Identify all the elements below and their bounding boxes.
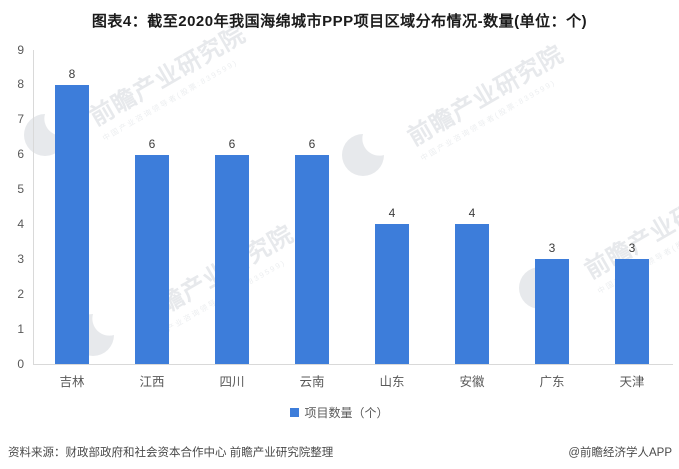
legend: 项目数量（个） xyxy=(0,404,679,421)
y-tick-label: 8 xyxy=(17,77,24,92)
y-tick-label: 0 xyxy=(17,356,24,371)
footer: 资料来源：财政部政府和社会资本合作中心 前瞻产业研究院整理 @前瞻经济学人APP xyxy=(0,441,679,461)
bar-value-label: 8 xyxy=(68,67,76,81)
bar-slot: 6 xyxy=(272,50,352,364)
y-tick-label: 7 xyxy=(17,112,24,127)
y-tick-label: 5 xyxy=(17,182,24,197)
x-category-label: 江西 xyxy=(139,375,165,389)
x-category-label: 安徽 xyxy=(459,375,485,389)
bar-value-label: 6 xyxy=(228,137,236,151)
bar-value-label: 3 xyxy=(628,241,636,255)
x-axis-labels: 吉林 江西 四川 云南 山东 安徽 广东 天津 xyxy=(32,371,672,390)
bar-value-label: 4 xyxy=(468,206,476,220)
bar xyxy=(215,155,249,364)
bars-container: 8 6 6 6 4 4 3 3 xyxy=(32,50,672,364)
y-tick-label: 2 xyxy=(17,286,24,301)
bar-slot: 4 xyxy=(432,50,512,364)
x-category-label: 四川 xyxy=(219,375,245,389)
y-tick-label: 6 xyxy=(17,147,24,162)
bar-slot: 6 xyxy=(112,50,192,364)
bar-value-label: 4 xyxy=(388,206,396,220)
credit-note: @前瞻经济学人APP xyxy=(568,447,672,459)
bar xyxy=(135,155,169,364)
x-category-label: 云南 xyxy=(299,375,325,389)
plot-area xyxy=(33,50,673,365)
bar xyxy=(535,259,569,364)
x-category-label: 吉林 xyxy=(59,375,85,389)
x-category-label: 广东 xyxy=(539,375,565,389)
chart-title: 图表4：截至2020年我国海绵城市PPP项目区域分布情况-数量(单位：个) xyxy=(91,13,588,30)
y-tick-label: 4 xyxy=(17,216,24,231)
bar-slot: 8 xyxy=(32,50,112,364)
bar-slot: 4 xyxy=(352,50,432,364)
bar xyxy=(55,85,89,364)
x-category-label: 山东 xyxy=(379,375,405,389)
bar xyxy=(615,259,649,364)
y-tick-label: 9 xyxy=(17,42,24,57)
bar-value-label: 3 xyxy=(548,241,556,255)
bar-value-label: 6 xyxy=(148,137,156,151)
bar xyxy=(375,224,409,364)
bar xyxy=(295,155,329,364)
bar-slot: 3 xyxy=(512,50,592,364)
y-tick-label: 3 xyxy=(17,251,24,266)
bar-slot: 6 xyxy=(192,50,272,364)
bar-slot: 3 xyxy=(592,50,672,364)
source-note: 资料来源：财政部政府和社会资本合作中心 前瞻产业研究院整理 xyxy=(8,447,334,459)
bar-value-label: 6 xyxy=(308,137,316,151)
legend-marker-icon xyxy=(290,408,300,417)
legend-label: 项目数量（个） xyxy=(304,406,389,420)
y-tick-label: 1 xyxy=(17,321,24,336)
bar xyxy=(455,224,489,364)
x-category-label: 天津 xyxy=(619,375,645,389)
